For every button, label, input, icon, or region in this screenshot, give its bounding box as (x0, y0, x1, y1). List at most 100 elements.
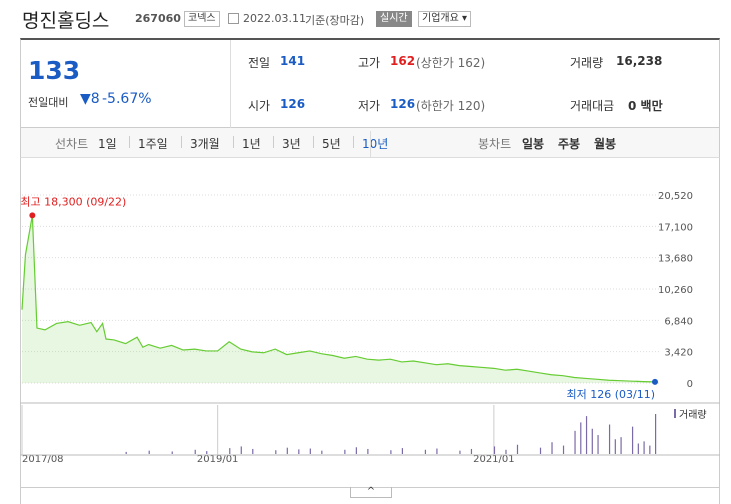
tab-separator[interactable] (129, 136, 130, 148)
quote-divider (230, 40, 231, 128)
volume-bar (643, 441, 645, 454)
y-tick-label: 10,260 (658, 285, 693, 296)
volume-bar (436, 448, 438, 454)
company-info-text: 기업개요 (422, 13, 459, 24)
volume-bar (252, 448, 254, 454)
stock-name: 명진홀딩스 (22, 10, 110, 32)
volume-bar (125, 451, 127, 454)
volume-bar (614, 439, 616, 454)
volume-bar (597, 435, 599, 454)
volume-bar (240, 446, 242, 454)
volume-bar (321, 450, 323, 454)
volume-bar (367, 448, 369, 454)
volume-bar (631, 426, 634, 454)
tab-separator[interactable] (313, 136, 314, 148)
candle-tab[interactable]: 주봉 (558, 137, 581, 151)
summary-value: 16,238 (616, 54, 663, 68)
volume-bar (608, 424, 611, 454)
x-tick-label: 2019/01 (197, 454, 239, 465)
collapse-button[interactable]: ^ (350, 487, 392, 498)
y-tick-label: 0 (687, 379, 693, 390)
y-tick-label: 20,520 (658, 191, 693, 202)
line-tab[interactable]: 3년 (282, 137, 301, 151)
summary-label: 저가 (358, 99, 381, 113)
y-tick-label: 13,680 (658, 254, 693, 265)
summary-value: 162 (390, 54, 416, 68)
y-tick-label: 17,100 (658, 222, 693, 233)
summary-value: 141 (280, 54, 306, 68)
line-tab[interactable]: 5년 (322, 137, 341, 151)
line-tab[interactable]: 1년 (242, 137, 261, 151)
high-marker (29, 212, 36, 219)
volume-bar (298, 449, 300, 454)
volume-bar (344, 449, 346, 454)
low-marker (652, 378, 658, 385)
summary-label: 고가 (358, 56, 381, 70)
volume-bar (229, 448, 231, 454)
company-info-button[interactable]: 기업개요 ▾ (418, 11, 472, 27)
volume-legend: 거래량 (679, 409, 707, 421)
volume-bar (401, 448, 403, 454)
volume-bar (505, 449, 507, 454)
volume-bar (574, 430, 576, 454)
low-label: 최저 126 (03/11) (566, 388, 655, 401)
volume-bar (649, 445, 651, 454)
change-label: 전일대비 (28, 96, 69, 109)
volume-bar (470, 448, 473, 454)
quote-box (20, 38, 720, 128)
volume-bar (355, 447, 357, 454)
volume-bar (580, 422, 582, 454)
tab-group-label[interactable]: 선차트 (55, 137, 89, 151)
tab-group-label[interactable]: 봉차트 (478, 137, 512, 151)
y-tick-label: 3,420 (664, 348, 693, 359)
change: ▼8 (80, 91, 100, 107)
volume-bar (591, 428, 593, 454)
volume-bar (148, 450, 150, 454)
tab-separator[interactable] (353, 136, 354, 148)
current-price: 133 (28, 56, 81, 85)
volume-legend-swatch (674, 409, 676, 418)
bottom-bar (20, 487, 720, 488)
change-rate: -5.67% (102, 91, 152, 107)
summary-value: 126 (280, 97, 306, 111)
line-tab[interactable]: 3개월 (190, 137, 220, 151)
basis: 기준(장마감) (305, 14, 365, 27)
volume-bar (585, 416, 588, 454)
volume-bar (194, 449, 196, 454)
line-tab[interactable]: 1일 (98, 137, 117, 151)
volume-bar (620, 437, 622, 454)
market-badge: 코넥스 (184, 11, 220, 27)
tab-separator[interactable] (233, 136, 234, 148)
tab-separator[interactable] (370, 131, 371, 157)
tab-separator[interactable] (273, 136, 274, 148)
summary-note: (하한가 120) (416, 99, 486, 113)
candle-tab[interactable]: 일봉 (522, 137, 545, 151)
line-tab[interactable]: 10년 (362, 137, 389, 151)
volume-bar (516, 444, 519, 454)
volume-bar (459, 450, 461, 454)
summary-note: (상한가 162) (416, 56, 486, 70)
line-tab[interactable]: 1주일 (138, 137, 168, 151)
volume-bar (275, 450, 277, 454)
volume-bar (551, 442, 553, 454)
y-tick-label: 6,840 (664, 316, 693, 327)
x-tick-label: 2021/01 (473, 454, 515, 465)
volume-bar (637, 443, 639, 454)
volume-bar (424, 449, 427, 454)
volume-bar (171, 451, 173, 454)
volume-bar (539, 447, 542, 454)
x-tick-label: 2017/08 (22, 454, 64, 465)
price-area (22, 215, 655, 383)
tab-separator[interactable] (181, 136, 182, 148)
realtime-button[interactable]: 실시간 (376, 11, 412, 27)
summary-value: 126 (390, 97, 416, 111)
summary-value: 0 백만 (628, 99, 663, 113)
price-line (21, 215, 656, 383)
summary-label: 시가 (248, 99, 271, 113)
volume-bar (206, 451, 208, 454)
volume-bar (493, 446, 496, 454)
summary-label: 전일 (248, 56, 271, 70)
candle-tab[interactable]: 월봉 (594, 137, 617, 151)
